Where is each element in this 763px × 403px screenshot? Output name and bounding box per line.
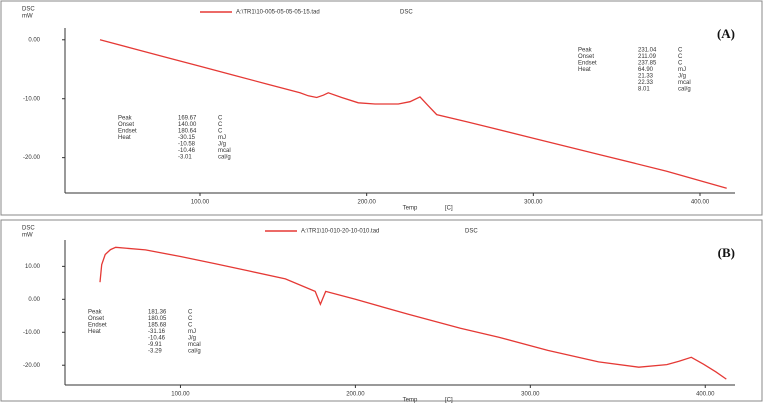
- annotation-text: -3.01: [178, 155, 192, 161]
- annotation-text: Endset: [118, 129, 137, 135]
- annotation-text: Heat: [118, 135, 131, 141]
- y-tick-label: -10.00: [23, 96, 41, 102]
- y-label: mW: [22, 14, 33, 20]
- panel-box: [0, 0, 763, 216]
- annotation-text: J/g: [218, 142, 226, 148]
- legend-tag: DSC: [465, 229, 478, 235]
- panel-box: [0, 219, 763, 402]
- annotation-text: -30.15: [178, 135, 196, 141]
- annotation-text: Heat: [578, 67, 591, 73]
- y-tick-label: -20.00: [23, 363, 41, 369]
- annotation-text: cal/g: [188, 349, 201, 355]
- annotation-text: 180.64: [178, 129, 197, 135]
- annotation-text: -3.29: [148, 349, 162, 355]
- annotation-text: J/g: [678, 74, 686, 80]
- annotation-text: 140.00: [178, 122, 197, 128]
- x-label: Temp: [403, 206, 418, 212]
- annotation-text: 180.05: [148, 316, 167, 322]
- annotation-text: mcal: [678, 80, 691, 86]
- panel-label: (B): [718, 245, 735, 260]
- annotation-text: mJ: [188, 329, 196, 335]
- annotation-text: Heat: [88, 329, 101, 335]
- annotation-text: cal/g: [678, 87, 691, 93]
- curve: [99, 246, 727, 380]
- annotation-text: mJ: [678, 67, 686, 73]
- legend-label: A:\TR1\10-010-20-10-010.tad: [301, 229, 379, 235]
- y-tick-label: 0.00: [28, 37, 40, 43]
- annotation-text: C: [188, 323, 193, 329]
- annotation-text: mcal: [218, 148, 231, 154]
- annotation-text: C: [218, 122, 223, 128]
- annotation-text: C: [678, 61, 683, 67]
- annotation-text: 211.09: [638, 54, 657, 60]
- x-tick-label: 200.00: [357, 200, 376, 206]
- legend-tag: DSC: [400, 10, 413, 16]
- annotation-text: -10.58: [178, 142, 196, 148]
- annotation-text: Onset: [118, 122, 134, 128]
- annotation-text: Endset: [578, 61, 597, 67]
- annotation-text: 185.68: [148, 323, 167, 329]
- annotation-text: -31.16: [148, 329, 166, 335]
- annotation-text: 169.67: [178, 116, 197, 122]
- annotation-text: C: [188, 310, 193, 316]
- annotation-text: C: [188, 316, 193, 322]
- annotation-text: Peak: [578, 48, 593, 54]
- y-label: DSC: [22, 226, 35, 232]
- x-unit: [C]: [445, 398, 453, 403]
- x-tick-label: 400.00: [691, 200, 710, 206]
- annotation-text: 231.04: [638, 48, 657, 54]
- x-tick-label: 300.00: [521, 392, 540, 398]
- annotation-text: J/g: [188, 336, 196, 342]
- x-tick-label: 200.00: [346, 392, 365, 398]
- x-label: Temp: [403, 398, 418, 403]
- annotation-text: 21.33: [638, 74, 654, 80]
- y-tick-label: 10.00: [25, 264, 41, 270]
- annotation-text: Onset: [88, 316, 104, 322]
- curve: [99, 39, 727, 189]
- x-unit: [C]: [445, 206, 453, 212]
- y-tick-label: -20.00: [23, 155, 41, 161]
- annotation-text: 237.85: [638, 61, 657, 67]
- annotation-text: mcal: [188, 342, 201, 348]
- annotation-text: -9.91: [148, 342, 162, 348]
- annotation-text: 181.36: [148, 310, 167, 316]
- x-tick-label: 300.00: [524, 200, 543, 206]
- annotation-text: Peak: [118, 116, 133, 122]
- panel-label: (A): [717, 26, 735, 41]
- y-label: DSC: [22, 7, 35, 13]
- annotation-text: cal/g: [218, 155, 231, 161]
- legend-label: A:\TR1\10-005-05-05-05-15.tad: [236, 10, 320, 16]
- annotation-text: 8.01: [638, 87, 650, 93]
- annotation-text: 64.90: [638, 67, 654, 73]
- annotation-text: C: [218, 129, 223, 135]
- annotation-text: C: [218, 116, 223, 122]
- annotation-text: -10.46: [148, 336, 166, 342]
- annotation-text: mJ: [218, 135, 226, 141]
- annotation-text: Onset: [578, 54, 594, 60]
- y-tick-label: 0.00: [28, 297, 40, 303]
- y-tick-label: -10.00: [23, 330, 41, 336]
- x-tick-label: 400.00: [696, 392, 715, 398]
- annotation-text: C: [678, 48, 683, 54]
- annotation-text: Peak: [88, 310, 103, 316]
- annotation-text: Endset: [88, 323, 107, 329]
- annotation-text: 22.33: [638, 80, 654, 86]
- y-label: mW: [22, 233, 33, 239]
- annotation-text: C: [678, 54, 683, 60]
- annotation-text: -10.46: [178, 148, 196, 154]
- x-tick-label: 100.00: [191, 200, 210, 206]
- x-tick-label: 100.00: [171, 392, 190, 398]
